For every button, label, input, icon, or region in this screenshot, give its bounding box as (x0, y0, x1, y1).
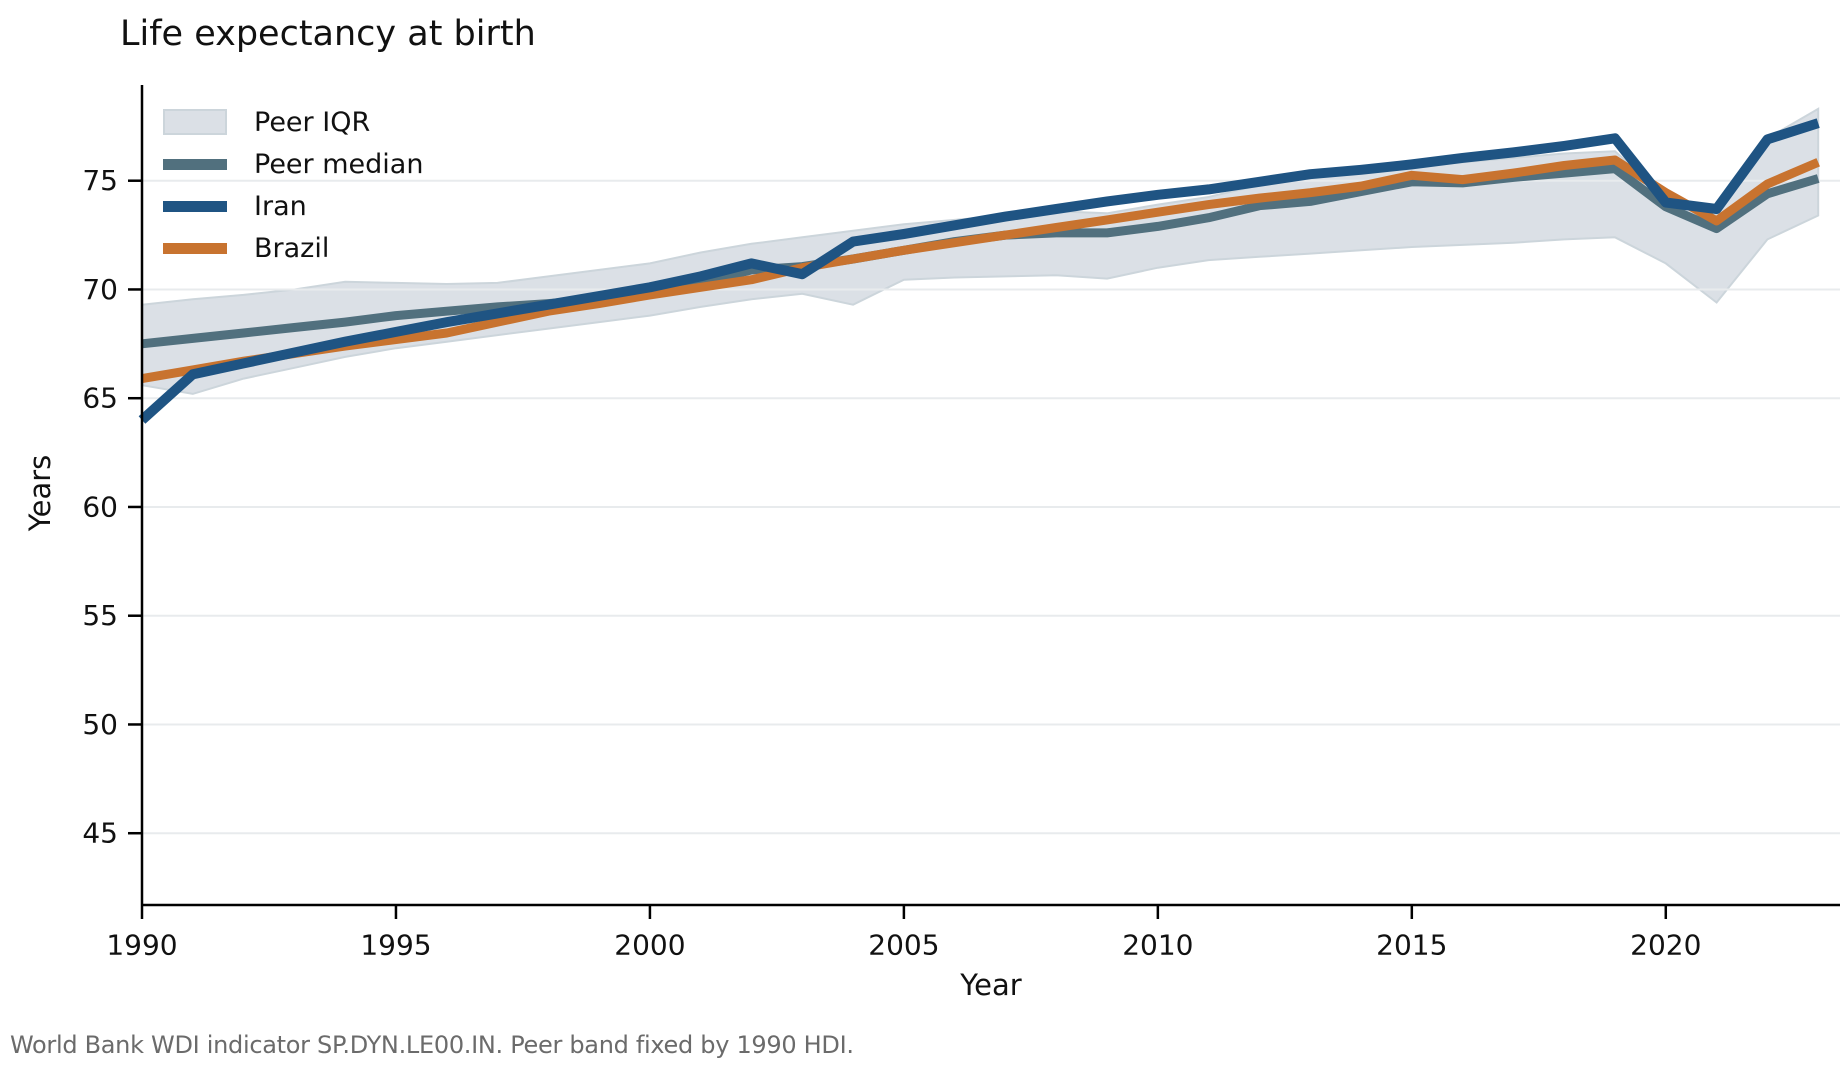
y-tick-label: 70 (82, 273, 118, 306)
y-tick-label: 60 (82, 490, 118, 523)
chart-title: Life expectancy at birth (120, 14, 536, 54)
line-swatch-icon (163, 242, 227, 254)
band-swatch-icon (163, 109, 227, 135)
legend: Peer IQR Peer median Iran Brazil (163, 101, 423, 269)
legend-item-peer-median: Peer median (163, 143, 423, 185)
legend-label: Peer IQR (254, 106, 371, 138)
brazil-line (141, 155, 1820, 384)
x-tick-label: 2010 (1122, 929, 1193, 962)
x-tick-label: 2015 (1376, 929, 1447, 962)
x-tick-label: 1995 (360, 929, 431, 962)
x-tick-label: 2020 (1630, 929, 1701, 962)
line-swatch-icon (163, 158, 227, 170)
legend-item-iran: Iran (163, 185, 423, 227)
y-tick-label: 65 (82, 382, 118, 415)
y-tick-label: 55 (82, 599, 118, 632)
legend-label: Iran (254, 190, 307, 222)
x-axis-label: Year (960, 968, 1022, 1002)
legend-item-peer-iqr: Peer IQR (163, 101, 423, 143)
iran-line (138, 118, 1820, 424)
legend-item-brazil: Brazil (163, 227, 423, 269)
y-tick-label: 50 (82, 708, 118, 741)
legend-label: Brazil (254, 232, 330, 264)
x-tick-label: 2005 (868, 929, 939, 962)
legend-label: Peer median (254, 148, 424, 180)
y-tick-label: 45 (82, 817, 118, 850)
line-swatch-icon (163, 200, 227, 212)
x-tick-label: 2000 (614, 929, 685, 962)
source-note: World Bank WDI indicator SP.DYN.LE00.IN.… (10, 1031, 854, 1059)
y-tick-label: 75 (82, 164, 118, 197)
y-axis-label: Years (23, 454, 57, 532)
x-tick-label: 1990 (106, 929, 177, 962)
